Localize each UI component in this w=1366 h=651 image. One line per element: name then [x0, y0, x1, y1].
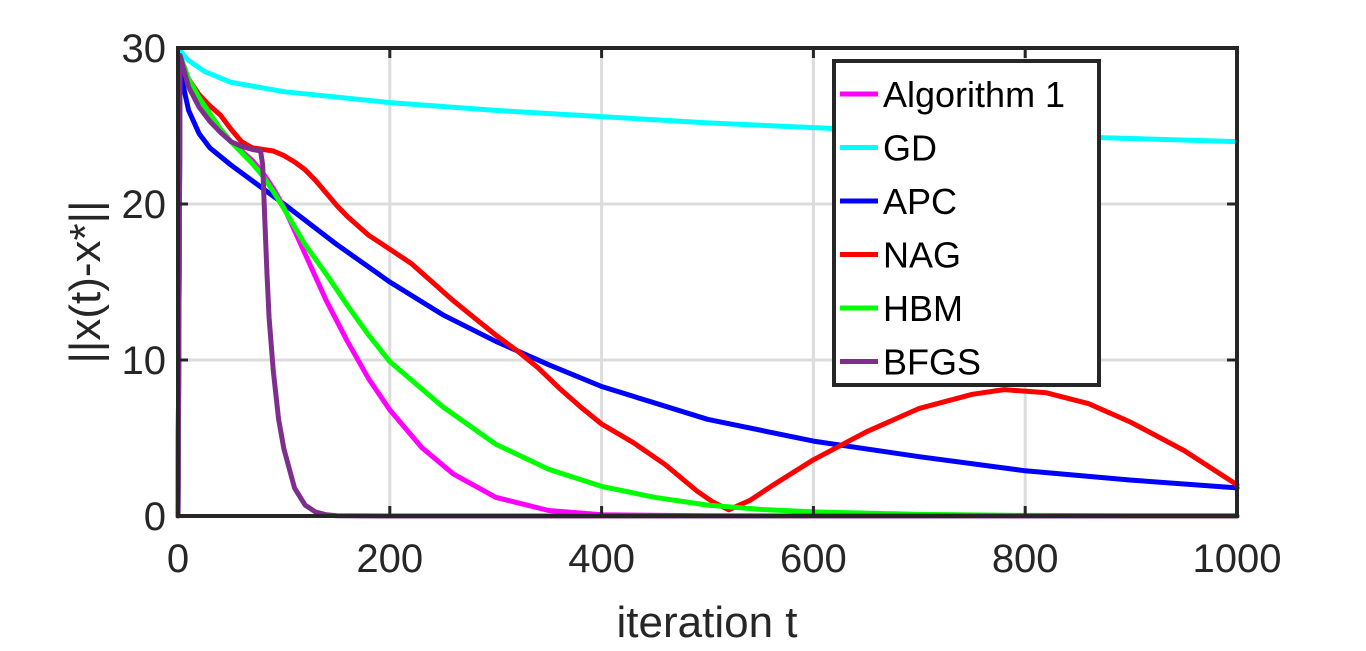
- x-tick-label: 400: [568, 537, 635, 581]
- x-tick-label: 800: [992, 537, 1059, 581]
- legend-label: GD: [883, 128, 937, 169]
- x-tick-label: 600: [780, 537, 847, 581]
- legend-item-bfgs: BFGS: [840, 342, 981, 383]
- y-tick-labels: 0 10 20 30: [122, 27, 167, 539]
- legend-box: [832, 59, 1101, 387]
- series-line-hbm: [175, 53, 1240, 519]
- legend-item-apc: APC: [840, 181, 957, 222]
- x-tick-label: 200: [356, 537, 423, 581]
- series-line-apc: [175, 68, 1240, 519]
- legend-item-nag: NAG: [840, 235, 961, 276]
- legend-item-hbm: HBM: [840, 288, 963, 329]
- x-tick-label: 0: [167, 537, 189, 581]
- y-tick-label: 30: [122, 27, 167, 71]
- y-axis-label: ||x(t)-x*||: [61, 200, 110, 363]
- legend: Algorithm 1 GD APC NAG HBM BFGS: [832, 59, 1101, 387]
- x-axis-label: iteration t: [617, 598, 798, 647]
- legend-label: BFGS: [883, 342, 981, 383]
- legend-item-gd: GD: [840, 128, 937, 169]
- legend-label: NAG: [883, 235, 961, 276]
- x-tick-label: 1000: [1193, 537, 1282, 581]
- plot-frame: [176, 46, 1239, 518]
- axis-ticks: [176, 46, 1239, 518]
- legend-label: HBM: [883, 288, 963, 329]
- legend-item-algorithm-1: Algorithm 1: [840, 74, 1065, 115]
- y-tick-label: 20: [122, 183, 167, 227]
- x-tick-labels: 0 200 400 600 800 1000: [167, 537, 1282, 581]
- series-line-nag: [175, 53, 1240, 519]
- legend-label: APC: [883, 181, 957, 222]
- y-tick-label: 0: [144, 495, 166, 539]
- y-tick-label: 10: [122, 339, 167, 383]
- legend-label: Algorithm 1: [883, 74, 1065, 115]
